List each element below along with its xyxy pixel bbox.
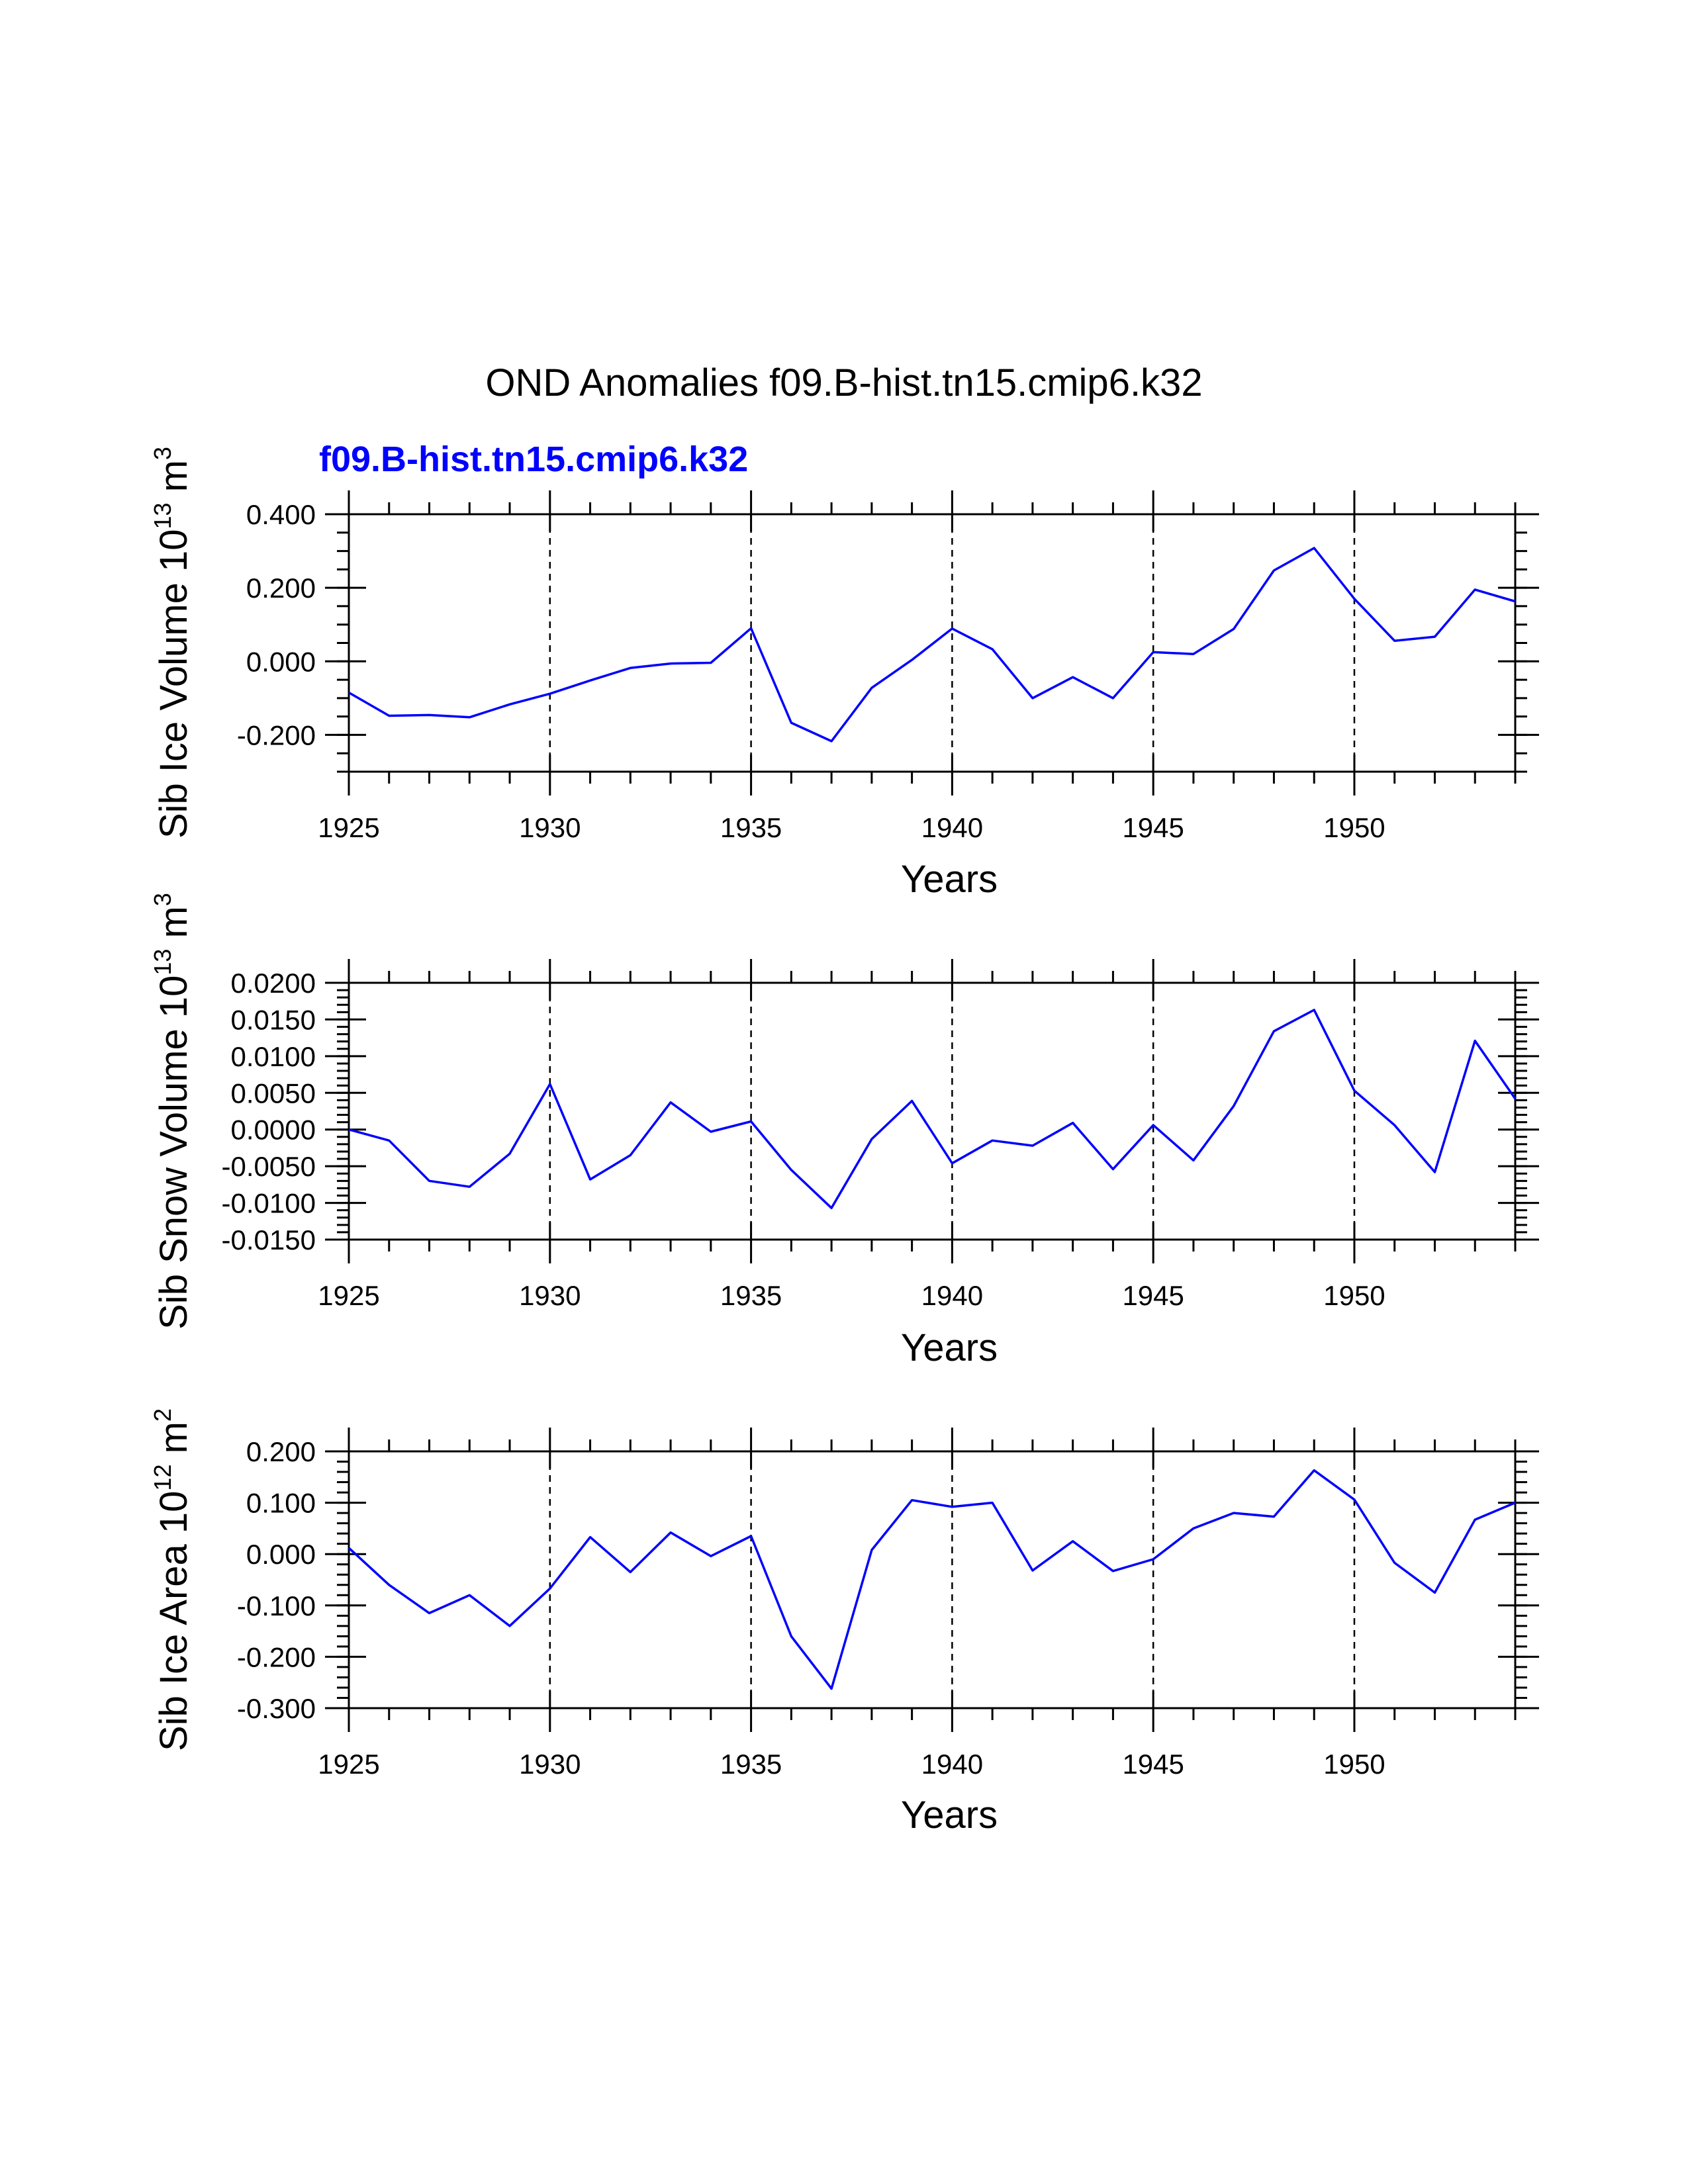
y-tick-label: -0.0050	[222, 1151, 316, 1182]
x-tick-label: 1950	[1323, 1749, 1385, 1780]
y-tick-label: 0.0100	[231, 1041, 316, 1072]
x-tick-label: 1930	[519, 812, 581, 843]
x-tick-label: 1925	[318, 812, 379, 843]
series-line	[348, 547, 1516, 743]
y-tick-label: 0.0150	[231, 1004, 316, 1035]
y-tick-label: 0.400	[246, 499, 316, 530]
plot-frame	[348, 513, 1517, 773]
plot-frame	[348, 981, 1517, 1241]
y-axis-title: Sib Ice Volume 1013 m3	[149, 447, 195, 839]
x-axis-title: Years	[901, 1326, 998, 1369]
chart-panel-2: -0.0150 -0.0100 -0.0050 0.0000 0.0050 0.0100 0…	[149, 893, 1539, 1369]
x-tick-label: 1930	[519, 1749, 581, 1780]
x-tick-label: 1935	[720, 1280, 782, 1311]
y-tick-label: 0.0000	[231, 1115, 316, 1146]
x-axis-title: Years	[901, 1794, 998, 1837]
x-tick-label: 1950	[1323, 1280, 1385, 1311]
y-tick-label: 0.0200	[231, 968, 316, 999]
chart-panel-1: -0.200 0.000 0.200 0.400 1925 1930 1935 1940 194…	[149, 447, 1539, 901]
x-tick-label: 1935	[720, 812, 782, 843]
series-line	[348, 1469, 1516, 1690]
y-tick-label: 0.000	[246, 1539, 316, 1570]
y-tick-label: 0.100	[246, 1488, 316, 1519]
chart-panel-3: -0.300 -0.200 -0.100 0.000 0.100 0.200 1925 193…	[149, 1408, 1539, 1837]
x-tick-label: 1945	[1122, 1749, 1184, 1780]
x-tick-label: 1950	[1323, 812, 1385, 843]
series-subtitle: f09.B-hist.tn15.cmip6.k32	[319, 439, 748, 479]
series-line	[348, 1009, 1517, 1210]
chart-panels: -0.200 0.000 0.200 0.400 1925 1930 1935 1940 194…	[149, 447, 1539, 1837]
y-tick-label: -0.200	[237, 1641, 316, 1672]
y-tick-label: 0.200	[246, 572, 316, 604]
y-axis-title: Sib Snow Volume 1013 m3	[149, 893, 195, 1330]
y-tick-label: 0.0050	[231, 1077, 316, 1109]
x-tick-label: 1940	[921, 812, 983, 843]
x-tick-label: 1945	[1122, 812, 1184, 843]
x-axis-title: Years	[901, 858, 998, 901]
y-tick-label: -0.300	[237, 1693, 316, 1724]
y-tick-label: 0.200	[246, 1436, 316, 1467]
x-tick-label: 1940	[921, 1749, 983, 1780]
x-tick-label: 1930	[519, 1280, 581, 1311]
x-tick-label: 1945	[1122, 1280, 1184, 1311]
y-tick-label: -0.0150	[222, 1224, 316, 1255]
y-tick-label: -0.0100	[222, 1188, 316, 1219]
y-tick-label: -0.100	[237, 1590, 316, 1621]
y-tick-label: 0.000	[246, 646, 316, 677]
x-tick-label: 1940	[921, 1280, 983, 1311]
y-tick-label: -0.200	[237, 719, 316, 751]
y-axis-title: Sib Ice Area 1012 m2	[149, 1408, 195, 1751]
x-tick-label: 1935	[720, 1749, 782, 1780]
plot-frame	[348, 1450, 1517, 1709]
x-tick-label: 1925	[318, 1749, 379, 1780]
figure-title: OND Anomalies f09.B-hist.tn15.cmip6.k32	[485, 361, 1202, 404]
x-tick-label: 1925	[318, 1280, 379, 1311]
